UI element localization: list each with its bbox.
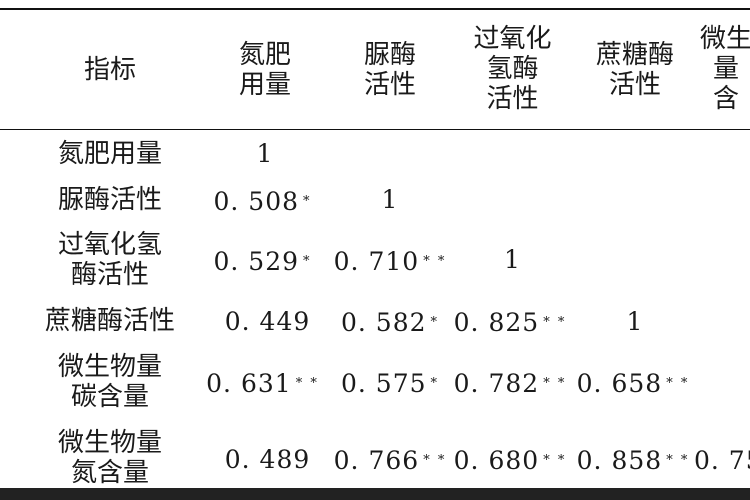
cell-value: 1: [256, 139, 274, 168]
table-cell: 0. 658 * *: [568, 366, 698, 402]
significance-mark: *: [430, 376, 440, 391]
table-cell: 0. 680 * *: [445, 443, 575, 479]
table-cell: 0. 858 * *: [568, 443, 698, 479]
cell-value: 0. 631: [206, 369, 292, 398]
header-indicator: 指标: [83, 55, 136, 85]
cell-value: 0. 575: [340, 369, 427, 398]
row-label-nitrogen-rate: 氮肥用量: [57, 139, 162, 169]
row-label-microbial-carbon: 微生物量 碳含量: [57, 352, 162, 412]
header-nitrogen-rate: 氮肥 用量: [238, 40, 291, 100]
significance-mark: * *: [423, 453, 447, 468]
cell-value: 0. 825: [453, 308, 540, 337]
table-cell: 0. 710 * *: [325, 244, 455, 280]
row-label-microbial-nitrogen: 微生物量 氮含量: [57, 428, 162, 488]
header-urease: 脲酶 活性: [363, 40, 416, 100]
correlation-table: 指标 氮肥 用量 脲酶 活性 过氧化 氢酶 活性 蔗糖酶 活性 微生 量 含 氮…: [0, 8, 750, 488]
cell-value: 1: [381, 185, 399, 214]
table-cell: 0. 529 *: [200, 244, 325, 280]
table-cell: 0. 782 * *: [445, 366, 575, 402]
top-rule: [0, 8, 750, 10]
table-cell: 0. 489: [210, 442, 325, 478]
significance-mark: * *: [543, 376, 567, 391]
table-cell: 1: [580, 304, 690, 340]
header-invertase: 蔗糖酶 活性: [595, 40, 674, 100]
table-cell: 0. 766 * *: [325, 443, 455, 479]
table-cell: 0. 631 * *: [195, 366, 330, 402]
cell-value: 0. 710: [333, 247, 420, 276]
header-microbial-partial: 微生 量 含: [700, 24, 750, 114]
row-label-urease: 脲酶活性: [57, 185, 162, 215]
significance-mark: * *: [543, 315, 567, 330]
cell-value: 0. 680: [453, 446, 540, 475]
cell-value: 1: [504, 245, 521, 274]
header-rule: [0, 129, 750, 130]
table-cell: 0. 575 *: [325, 366, 455, 402]
bottom-rule: [0, 488, 750, 500]
table-cell: 0. 449: [210, 304, 325, 340]
cell-value: 0. 782: [453, 369, 540, 398]
significance-mark: * *: [543, 453, 567, 468]
table-cell: 0. 508 *: [200, 184, 325, 220]
cell-value: 1: [626, 307, 644, 336]
significance-mark: * *: [295, 376, 319, 391]
table-cell: 0. 582 *: [325, 305, 455, 341]
table-cell: 1: [335, 182, 445, 218]
cell-value: 0. 582: [340, 308, 427, 337]
row-label-catalase: 过氧化氢 酶活性: [57, 230, 162, 290]
cell-value: 0. 658: [576, 369, 663, 398]
header-catalase: 过氧化 氢酶 活性: [473, 24, 552, 114]
significance-mark: * *: [423, 254, 447, 269]
table-cell: 1: [210, 136, 320, 172]
row-label-invertase: 蔗糖酶活性: [44, 306, 175, 336]
table-cell: 0. 825 * *: [445, 305, 575, 341]
significance-mark: * *: [666, 376, 690, 391]
significance-mark: *: [303, 254, 312, 269]
table-cell-partial: 0. 75: [694, 443, 750, 479]
table-cell: 1: [455, 242, 570, 278]
cell-value: 0. 858: [576, 446, 663, 475]
significance-mark: * *: [666, 453, 690, 468]
cell-value: 0. 529: [213, 247, 300, 276]
cell-value: 0. 75: [694, 446, 750, 475]
significance-mark: *: [303, 194, 312, 209]
cell-value: 0. 489: [224, 445, 311, 474]
cell-value: 0. 766: [333, 446, 420, 475]
cell-value: 0. 449: [224, 307, 311, 336]
significance-mark: *: [430, 315, 440, 330]
cell-value: 0. 508: [213, 187, 300, 216]
